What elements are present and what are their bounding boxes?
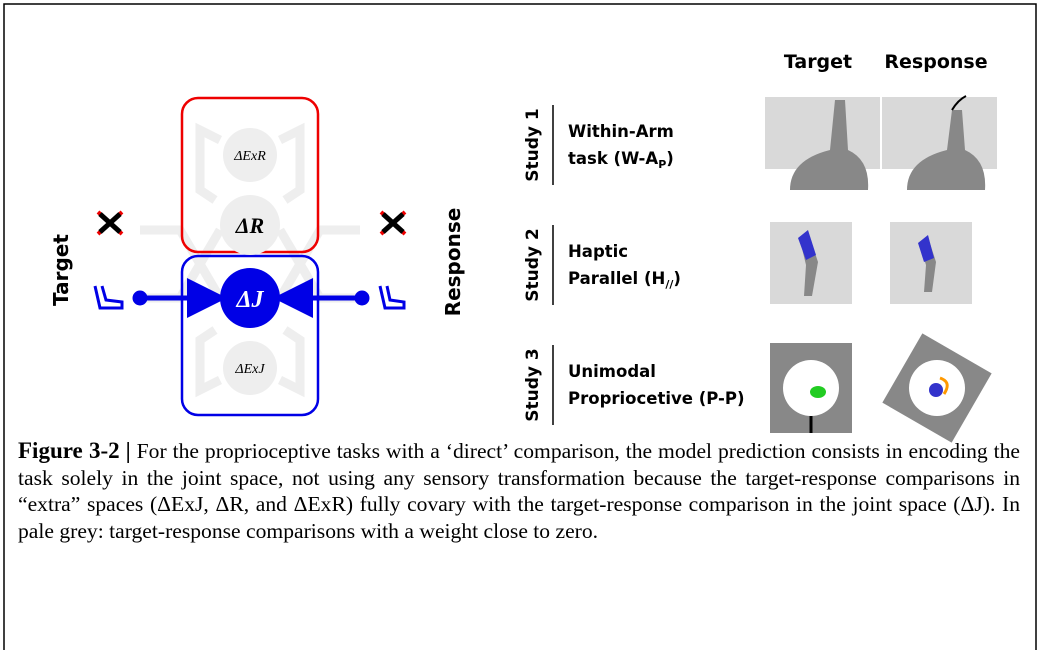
study-task: Parallel (H//) (568, 269, 681, 291)
task-line: Within-Arm (568, 122, 674, 141)
task-line: Parallel (H (568, 269, 665, 288)
joint-arrows (132, 278, 370, 318)
caption: Figure 3-2 | For the proprioceptive task… (18, 438, 1020, 544)
node-label: ΔR (235, 213, 264, 238)
arm-icon (93, 285, 406, 310)
node (223, 341, 277, 395)
study-task: Within-Arm (568, 122, 674, 141)
caption-label: Figure 3-2 (18, 438, 120, 463)
study-task: Propriocetive (P-P) (568, 389, 745, 408)
crossed-icon (96, 210, 407, 236)
node (220, 195, 280, 255)
node (223, 128, 277, 182)
study-image (770, 333, 992, 443)
joint-box (180, 254, 320, 417)
study-label: Study 2 (523, 228, 543, 301)
task-tail: ) (666, 149, 674, 168)
study-task: Haptic (568, 242, 628, 261)
column-header: Response (884, 51, 987, 73)
node (220, 268, 280, 328)
study-image (765, 95, 997, 190)
node-label: ΔExJ (234, 362, 265, 377)
task-subscript: P (658, 158, 666, 171)
caption-separator: | (125, 438, 131, 463)
column-header: Target (784, 51, 852, 73)
study-label: Study 3 (523, 348, 543, 421)
task-subscript: // (665, 278, 674, 291)
study-image (770, 222, 972, 304)
study-label: Study 1 (523, 108, 543, 181)
node-label: ΔJ (235, 287, 264, 313)
study-task: Unimodal (568, 362, 656, 381)
task-line: task (W-A (568, 149, 658, 168)
frame (3, 3, 1037, 650)
side-label: Target (49, 234, 73, 306)
task-line: Unimodal (568, 362, 656, 381)
node-label: ΔExR (233, 149, 266, 164)
study-task: task (W-AP) (568, 149, 674, 171)
task-tail: ) (673, 269, 681, 288)
side-label: Response (441, 208, 465, 317)
caption-text: For the proprioceptive tasks with a ‘dir… (18, 439, 1020, 543)
task-line: Propriocetive (P-P) (568, 389, 745, 408)
task-line: Haptic (568, 242, 628, 261)
